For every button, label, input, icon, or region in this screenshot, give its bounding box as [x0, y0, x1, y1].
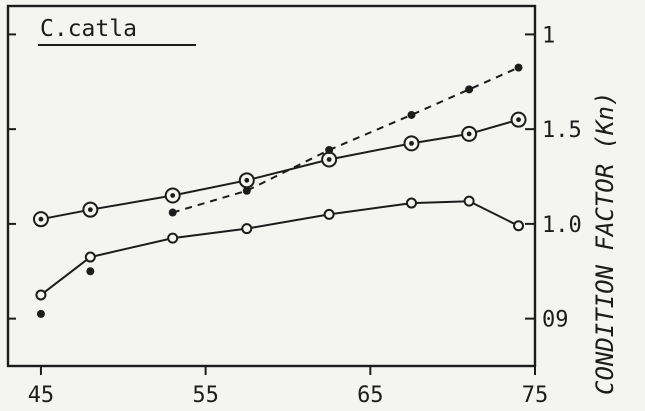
filled-dot-point	[514, 63, 523, 72]
double-circle-center	[170, 193, 176, 198]
open-circle-point	[84, 251, 96, 263]
double-circle-center	[244, 177, 250, 183]
double-circle-center	[516, 117, 521, 123]
double-circle-center	[87, 207, 93, 213]
y-tick-label: 1.5	[542, 118, 582, 143]
open-circle-point	[323, 208, 335, 220]
y-tick-label: 1	[542, 23, 555, 48]
filled-dot-point	[242, 186, 251, 195]
double-circle-point	[510, 111, 527, 128]
x-tick-label: 55	[192, 383, 219, 406]
ticks-group: 45 55 65 75 09 1.0 1.5 1	[8, 23, 582, 408]
plot-border	[6, 4, 537, 368]
x-tick-label: 65	[357, 383, 384, 406]
labels-group: C.catla CONDITION FACTOR (Kn)	[38, 16, 619, 395]
filled-dot-point	[168, 208, 177, 217]
filled-dot-point	[465, 85, 474, 94]
double-circle-point	[403, 135, 420, 152]
filled-dot-point	[325, 146, 334, 154]
chart-title: C.catla	[40, 16, 137, 42]
open-circle-point	[463, 195, 475, 207]
double-circle-point	[164, 187, 181, 204]
series-double-circle-line	[40, 118, 519, 221]
open-circle-point	[35, 289, 47, 301]
filled-dot-point	[86, 267, 95, 276]
series-lines-group	[40, 66, 519, 296]
x-tick-label: 75	[522, 383, 549, 406]
double-circle-center	[466, 131, 472, 137]
open-circle-point	[167, 232, 179, 244]
filled-dot-point	[36, 309, 45, 318]
open-circle-point	[405, 197, 417, 209]
y-tick-label: 09	[542, 308, 569, 333]
double-circle-point	[238, 172, 255, 189]
data-points-group	[32, 63, 527, 318]
double-circle-point	[321, 151, 338, 168]
double-circle-center	[409, 140, 414, 146]
y-tick-label: 1.0	[542, 213, 582, 238]
series-open-circle-line	[40, 200, 519, 296]
double-circle-point	[461, 125, 478, 142]
double-circle-center	[38, 216, 44, 222]
y-axis-title: CONDITION FACTOR (Kn)	[591, 92, 619, 395]
double-circle-center	[326, 157, 332, 162]
double-circle-point	[32, 211, 49, 228]
x-tick-label: 45	[28, 383, 55, 406]
plot-frame-group	[6, 4, 537, 368]
filled-dot-point	[407, 110, 416, 119]
series-filled-dot-line	[172, 66, 519, 214]
open-circle-point	[241, 223, 253, 235]
open-circle-point	[513, 220, 525, 232]
double-circle-point	[82, 201, 99, 218]
